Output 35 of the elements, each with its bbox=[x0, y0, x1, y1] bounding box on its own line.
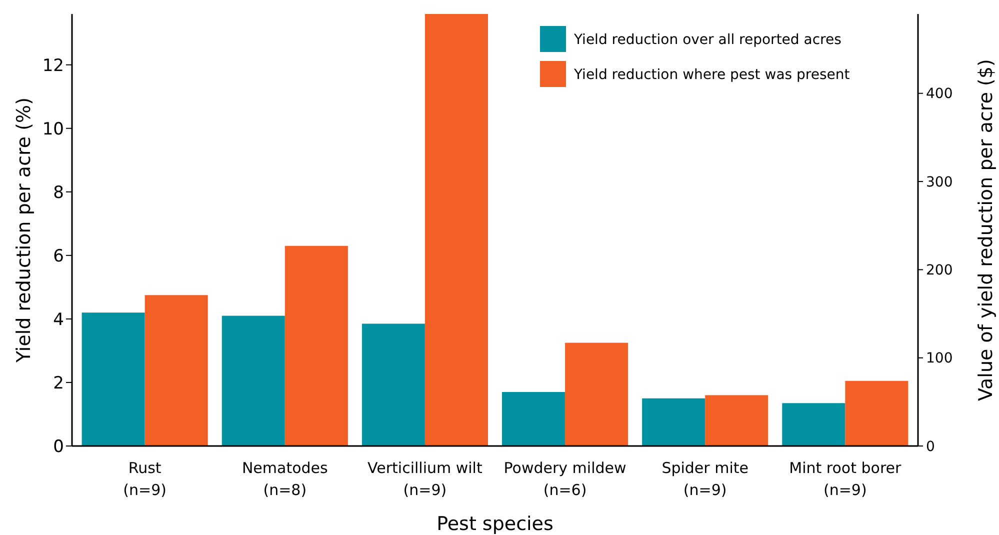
y2-tick-label: 300 bbox=[926, 174, 953, 190]
y-tick-label: 6 bbox=[53, 246, 64, 266]
x-tick-label: Verticillium wilt (n=9) bbox=[368, 459, 482, 499]
legend-label: Yield reduction where pest was present bbox=[573, 66, 850, 83]
bar bbox=[642, 398, 706, 446]
y2-tick-label: 400 bbox=[926, 86, 953, 102]
y2-axis-title: Value of yield reduction per acre ($) bbox=[975, 59, 997, 401]
y2-tick-label: 0 bbox=[926, 438, 935, 455]
x-tick-label: Rust (n=9) bbox=[123, 459, 166, 499]
bar bbox=[284, 246, 348, 446]
bar bbox=[222, 316, 285, 446]
bar bbox=[82, 312, 145, 446]
bar bbox=[782, 403, 846, 446]
y-tick-label: 12 bbox=[42, 56, 64, 76]
bar bbox=[502, 392, 566, 446]
x-tick-label: Spider mite (n=9) bbox=[662, 459, 748, 499]
y-tick-label: 2 bbox=[53, 373, 64, 394]
y-tick-label: 8 bbox=[53, 182, 64, 203]
y-tick-label: 0 bbox=[53, 436, 64, 457]
x-tick-label: Mint root borer (n=9) bbox=[789, 459, 902, 499]
bar bbox=[705, 395, 768, 446]
y-tick-label: 10 bbox=[42, 119, 64, 140]
legend-label: Yield reduction over all reported acres bbox=[573, 32, 842, 48]
y2-tick-label: 100 bbox=[926, 350, 953, 367]
x-tick-label: Powdery mildew (n=6) bbox=[504, 459, 626, 499]
bar bbox=[845, 380, 908, 446]
bar bbox=[565, 342, 628, 446]
x-tick-label: Nematodes (n=8) bbox=[242, 459, 328, 499]
bar bbox=[144, 295, 208, 446]
y2-tick-label: 200 bbox=[926, 262, 953, 279]
y-axis-title: Yield reduction per acre (%) bbox=[13, 97, 35, 364]
x-axis-title: Pest species bbox=[436, 513, 554, 535]
bar bbox=[424, 14, 488, 446]
bar bbox=[362, 324, 425, 446]
y-tick-label: 4 bbox=[53, 310, 64, 330]
